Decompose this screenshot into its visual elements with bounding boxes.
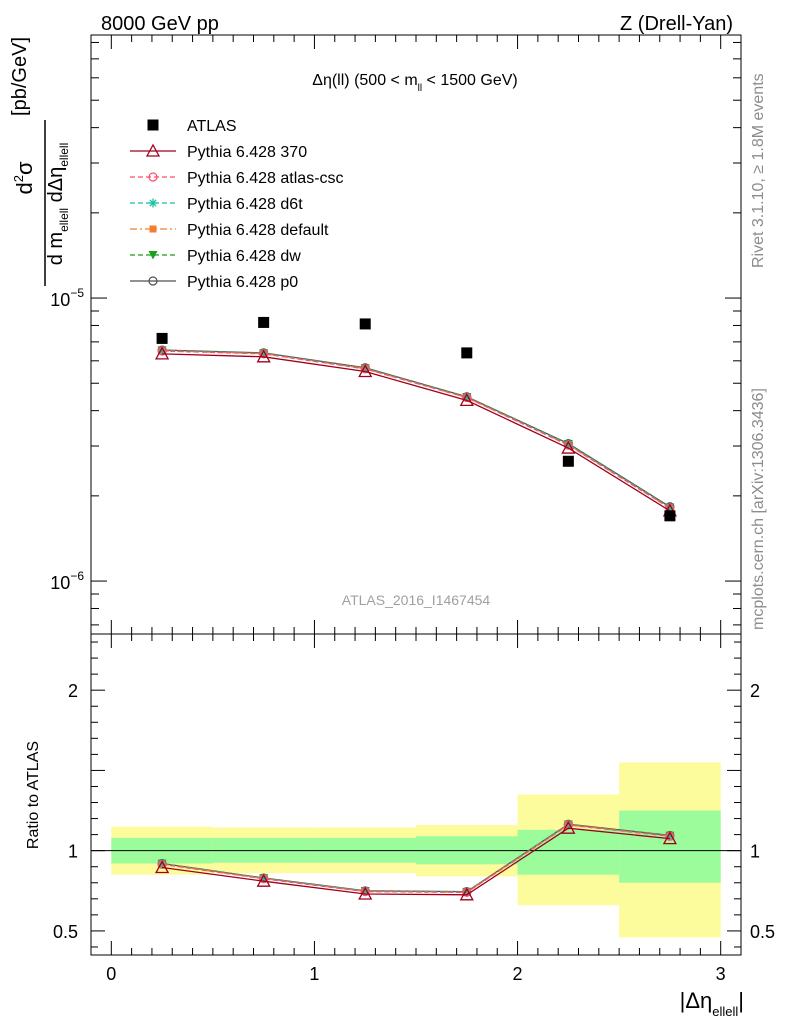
- legend-entry-p0: Pythia 6.428 p0: [130, 274, 298, 291]
- x-axis-label: |Δηellell|: [680, 988, 744, 1019]
- legend-entry-default: Pythia 6.428 default: [130, 222, 329, 239]
- main-panel: 10−5 10−6 Δη(ll) (500 < mll < 1500 GeV) A…: [9, 34, 742, 635]
- y-axis-label: d2σ d mellell dΔηellell [pb/GeV]: [9, 37, 71, 286]
- ratio-xtick-label: 2: [513, 964, 523, 984]
- point-data: [156, 332, 168, 344]
- ratio-series-p370: [154, 820, 678, 901]
- ratio-panel: 0 1 2 3 0.5 0.5 1 1 2 2 Ratio to ATLAS |Δηellell|: [25, 633, 775, 1019]
- ratio-bands: [111, 762, 721, 938]
- ratio-xtick-label: 1: [309, 964, 319, 984]
- legend-marker-default: [149, 225, 157, 233]
- main-ticks: [91, 35, 741, 634]
- point-data: [664, 510, 676, 522]
- ratio-ytick-label-left: 1: [68, 842, 78, 862]
- point-p370: [154, 346, 170, 360]
- legend-label: Pythia 6.428 p0: [187, 274, 298, 291]
- ratio-line-p370: [162, 827, 670, 896]
- series-p0: [157, 345, 675, 512]
- legend-marker-dw: [148, 251, 158, 260]
- legend-label: Pythia 6.428 dw: [187, 248, 301, 265]
- ratio-point-p370: [154, 860, 170, 874]
- header-left: 8000 GeV pp: [101, 13, 219, 35]
- ratio-series: [154, 819, 678, 901]
- series-d6t: [157, 346, 675, 512]
- main-ytick-label: 10−6: [50, 569, 84, 593]
- legend-label: Pythia 6.428 d6t: [187, 196, 303, 213]
- ylabel-denominator: d mellell dΔηellell: [45, 143, 71, 266]
- main-ytick-label: 10−5: [50, 286, 84, 310]
- main-title: Δη(ll) (500 < mll < 1500 GeV): [312, 72, 517, 94]
- ratio-point-p370: [662, 831, 678, 845]
- ratio-ytick-label-right: 1: [750, 842, 760, 862]
- point-data: [359, 318, 371, 330]
- ratio-ytick-label-right: 0.5: [750, 922, 775, 942]
- point-p370: [358, 364, 373, 378]
- ratio-ytick-label-left: 0.5: [53, 922, 78, 942]
- point-p370: [459, 392, 474, 407]
- legend-marker-p0: [148, 276, 158, 286]
- ratio-ytick-label-left: 2: [68, 681, 78, 701]
- series-dw: [157, 346, 675, 512]
- ratio-band-inner: [517, 829, 620, 875]
- series-p370: [154, 346, 678, 517]
- legend-marker-p370: [145, 143, 161, 157]
- rivet-label: Rivet 3.1.10, ≥ 1.8M events: [750, 73, 767, 268]
- ratio-xtick-label: 3: [716, 964, 726, 984]
- point-data: [258, 316, 270, 328]
- point-p370: [256, 349, 271, 363]
- mcplots-label: mcplots.cern.ch [arXiv:1306.3436]: [750, 388, 767, 630]
- series-line-dw: [162, 349, 671, 508]
- ylabel-unit: [pb/GeV]: [9, 37, 31, 116]
- legend-entry-d6t: Pythia 6.428 d6t: [130, 196, 303, 213]
- series-line-default: [162, 350, 671, 509]
- series-data: [156, 316, 676, 522]
- ylabel-numerator: d2σ: [11, 161, 37, 194]
- header-right: Z (Drell-Yan): [620, 13, 733, 35]
- ratio-ytick-label-right: 2: [750, 681, 760, 701]
- legend-entry-atlas_csc: Pythia 6.428 atlas-csc: [130, 170, 344, 187]
- legend-label: Pythia 6.428 atlas-csc: [187, 170, 344, 187]
- legend-marker-data: [147, 119, 159, 131]
- legend-label: Pythia 6.428 default: [187, 222, 329, 239]
- ratio-ylabel: Ratio to ATLAS: [25, 741, 42, 849]
- series-line-p370: [162, 353, 671, 512]
- ratio-point-p370: [459, 887, 474, 901]
- main-series: [154, 316, 678, 522]
- series-line-p0: [162, 349, 671, 508]
- point-data: [461, 347, 473, 359]
- legend-entry-data: ATLAS: [147, 118, 237, 135]
- series-atlas_csc: [157, 346, 675, 513]
- legend-marker-d6t: [148, 198, 158, 208]
- ratio-point-p370: [256, 873, 271, 887]
- legend-entry-p370: Pythia 6.428 370: [130, 143, 307, 161]
- point-p370: [561, 440, 576, 454]
- analysis-watermark: ATLAS_2016_I1467454: [342, 592, 491, 608]
- series-line-atlas_csc: [162, 350, 671, 509]
- series-line-d6t: [162, 349, 671, 509]
- ratio-ticks: [91, 634, 741, 955]
- main-ytick-labels: 10−5 10−6: [50, 286, 84, 593]
- legend-label: ATLAS: [187, 118, 237, 135]
- legend-label: Pythia 6.428 370: [187, 144, 307, 161]
- ratio-tick-labels: 0 1 2 3 0.5 0.5 1 1 2 2: [53, 681, 775, 984]
- legend: ATLAS Pythia 6.428 370 Pythia 6.428 atlas-…: [130, 118, 344, 291]
- ratio-xtick-label: 0: [106, 964, 116, 984]
- point-data: [562, 455, 574, 467]
- legend-marker-atlas_csc: [148, 172, 158, 182]
- ratio-band-inner: [619, 810, 721, 883]
- ratio-point-p370: [358, 886, 373, 900]
- ratio-point-p370: [561, 820, 576, 834]
- series-default: [158, 347, 674, 512]
- ratio-line-default: [162, 824, 670, 893]
- legend-entry-dw: Pythia 6.428 dw: [130, 248, 301, 265]
